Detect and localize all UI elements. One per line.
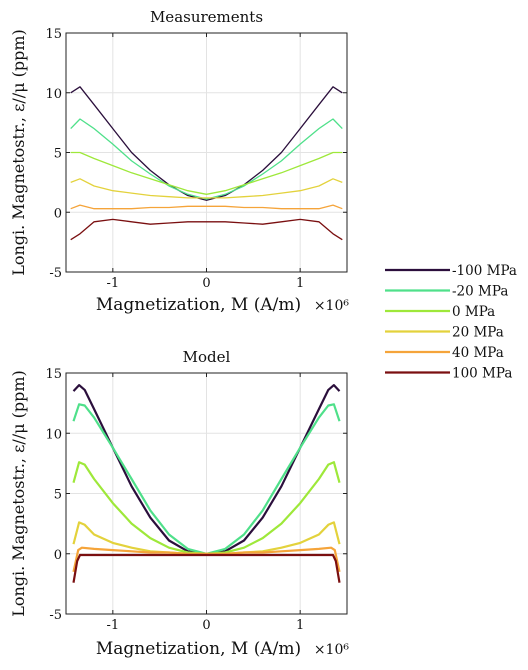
- series-line-100mpa: [72, 553, 341, 583]
- y-tick-label: 0: [54, 548, 62, 563]
- y-tick-label: 10: [45, 427, 62, 442]
- x-tick-label: -1: [106, 276, 119, 291]
- y-tick-label: 15: [45, 27, 62, 42]
- x-axis-label: Magnetization, M (A/m): [96, 639, 301, 659]
- y-tick-label: 10: [45, 87, 62, 102]
- legend-label: -100 MPa: [452, 263, 517, 279]
- y-tick-label: 5: [54, 488, 62, 503]
- y-tick-label: 0: [54, 206, 62, 221]
- y-tick-label: 5: [54, 147, 62, 162]
- legend-label: -20 MPa: [452, 284, 508, 300]
- chart-panel-1: -1 0 1 -5 0 5 10 15 Measurements Magnetization, M…: [9, 8, 349, 315]
- x-tick-label: 0: [202, 618, 210, 633]
- series-group: [70, 86, 343, 241]
- series-line--100mpa: [70, 86, 343, 201]
- legend-label: 40 MPa: [452, 345, 504, 361]
- chart-title: Measurements: [150, 8, 263, 26]
- series-line-20mpa: [70, 178, 343, 199]
- legend-label: 20 MPa: [452, 325, 504, 341]
- legend: -100 MPa -20 MPa 0 MPa 20 MPa 40 MPa 100 MPa: [385, 263, 517, 382]
- x-tick-label: -1: [106, 618, 119, 633]
- y-axis-label: Longi. Magnetostr., ε//μ (ppm): [9, 370, 28, 617]
- x-axis-label: Magnetization, M (A/m): [96, 295, 301, 315]
- y-tick-label: 15: [45, 367, 62, 382]
- x-tick-label: 0: [202, 276, 210, 291]
- series-line--20mpa: [70, 118, 343, 200]
- series-line-100mpa: [70, 218, 343, 241]
- legend-label: 0 MPa: [452, 304, 495, 320]
- series-line-40mpa: [72, 546, 341, 573]
- y-axis-label: Longi. Magnetostr., ε//μ (ppm): [9, 29, 28, 276]
- x-axis-multiplier: ×10⁶: [314, 298, 350, 314]
- series-line-40mpa: [70, 204, 343, 210]
- x-axis-multiplier: ×10⁶: [314, 642, 350, 658]
- series-line-0mpa: [70, 151, 343, 195]
- chart-title: Model: [183, 348, 231, 366]
- x-tick-label: 1: [296, 276, 304, 291]
- y-tick-label: -5: [49, 266, 62, 281]
- x-tick-label: 1: [296, 618, 304, 633]
- y-tick-label: -5: [49, 608, 62, 623]
- legend-label: 100 MPa: [452, 366, 512, 382]
- series-group: [72, 384, 341, 583]
- chart-panel-2: -1 0 1 -5 0 5 10 15 Model Magnetization, M (A/m) ×…: [9, 348, 349, 659]
